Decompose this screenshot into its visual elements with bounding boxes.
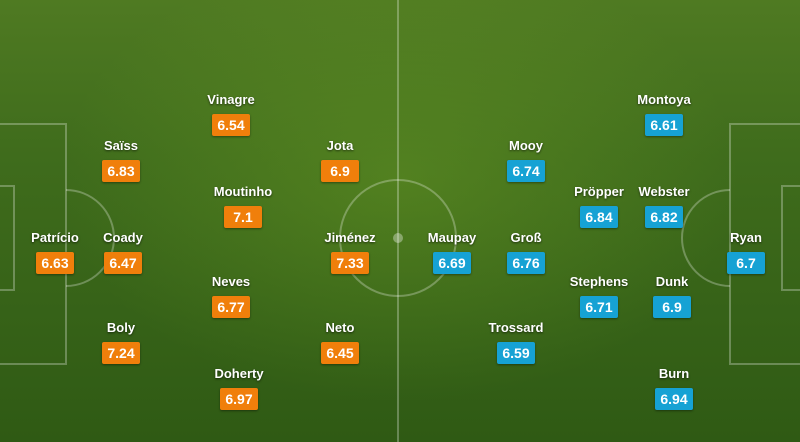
player-ryan[interactable]: Ryan 6.7 [701,230,791,274]
player-name: Groß [510,230,542,245]
player-rating: 7.33 [331,252,369,274]
player-rating: 6.84 [580,206,618,228]
player-rating: 6.77 [212,296,250,318]
player-doherty[interactable]: Doherty 6.97 [194,366,284,410]
player-name: Jiménez [324,230,376,245]
player-rating: 7.24 [102,342,140,364]
player-moutinho[interactable]: Moutinho 7.1 [198,184,288,228]
player-name: Neto [325,320,355,335]
away-penalty-box [729,123,800,365]
player-name: Neves [211,274,251,289]
player-saiss[interactable]: Saïss 6.83 [76,138,166,182]
player-montoya[interactable]: Montoya 6.61 [619,92,709,136]
away-goal-area [781,185,800,291]
player-rating: 6.45 [321,342,359,364]
player-rating: 6.82 [645,206,683,228]
player-burn[interactable]: Burn 6.94 [629,366,719,410]
player-name: Ryan [730,230,762,245]
player-trossard[interactable]: Trossard 6.59 [471,320,561,364]
player-stephens[interactable]: Stephens 6.71 [554,274,644,318]
center-circle [339,179,457,297]
player-rating: 6.71 [580,296,618,318]
player-vinagre[interactable]: Vinagre 6.54 [186,92,276,136]
player-rating: 6.47 [104,252,142,274]
player-name: Coady [103,230,143,245]
player-rating: 6.9 [653,296,691,318]
player-name: Mooy [509,138,543,153]
home-penalty-box [0,123,67,365]
player-name: Montoya [637,92,691,107]
home-goal-area [0,185,15,291]
home-penalty-arc [65,189,115,287]
player-name: Boly [106,320,136,335]
player-name: Webster [638,184,690,199]
player-gross[interactable]: Groß 6.76 [481,230,571,274]
player-name: Trossard [488,320,544,335]
player-webster[interactable]: Webster 6.82 [619,184,709,228]
player-dunk[interactable]: Dunk 6.9 [627,274,717,318]
player-mooy[interactable]: Mooy 6.74 [481,138,571,182]
player-coady[interactable]: Coady 6.47 [78,230,168,274]
player-rating: 6.83 [102,160,140,182]
player-name: Patrício [31,230,79,245]
center-spot [393,233,403,243]
player-boly[interactable]: Boly 7.24 [76,320,166,364]
player-jota[interactable]: Jota 6.9 [295,138,385,182]
player-rating: 6.59 [497,342,535,364]
player-propper[interactable]: Pröpper 6.84 [554,184,644,228]
player-rating: 6.76 [507,252,545,274]
player-rating: 6.54 [212,114,250,136]
player-neto[interactable]: Neto 6.45 [295,320,385,364]
player-rating: 6.63 [36,252,74,274]
player-name: Vinagre [207,92,255,107]
away-penalty-arc [681,189,731,287]
player-name: Jota [326,138,354,153]
player-rating: 6.74 [507,160,545,182]
player-name: Pröpper [574,184,624,199]
player-rating: 7.1 [224,206,262,228]
player-name: Moutinho [213,184,273,199]
player-name: Stephens [569,274,629,289]
player-name: Maupay [427,230,477,245]
player-patricio[interactable]: Patrício 6.63 [10,230,100,274]
player-rating: 6.9 [321,160,359,182]
player-name: Doherty [214,366,264,381]
player-rating: 6.61 [645,114,683,136]
player-rating: 6.69 [433,252,471,274]
player-name: Saïss [104,138,138,153]
player-name: Dunk [655,274,689,289]
player-neves[interactable]: Neves 6.77 [186,274,276,318]
player-jimenez[interactable]: Jiménez 7.33 [305,230,395,274]
player-rating: 6.94 [655,388,693,410]
player-maupay[interactable]: Maupay 6.69 [407,230,497,274]
player-rating: 6.97 [220,388,258,410]
player-name: Burn [658,366,690,381]
player-rating: 6.7 [727,252,765,274]
